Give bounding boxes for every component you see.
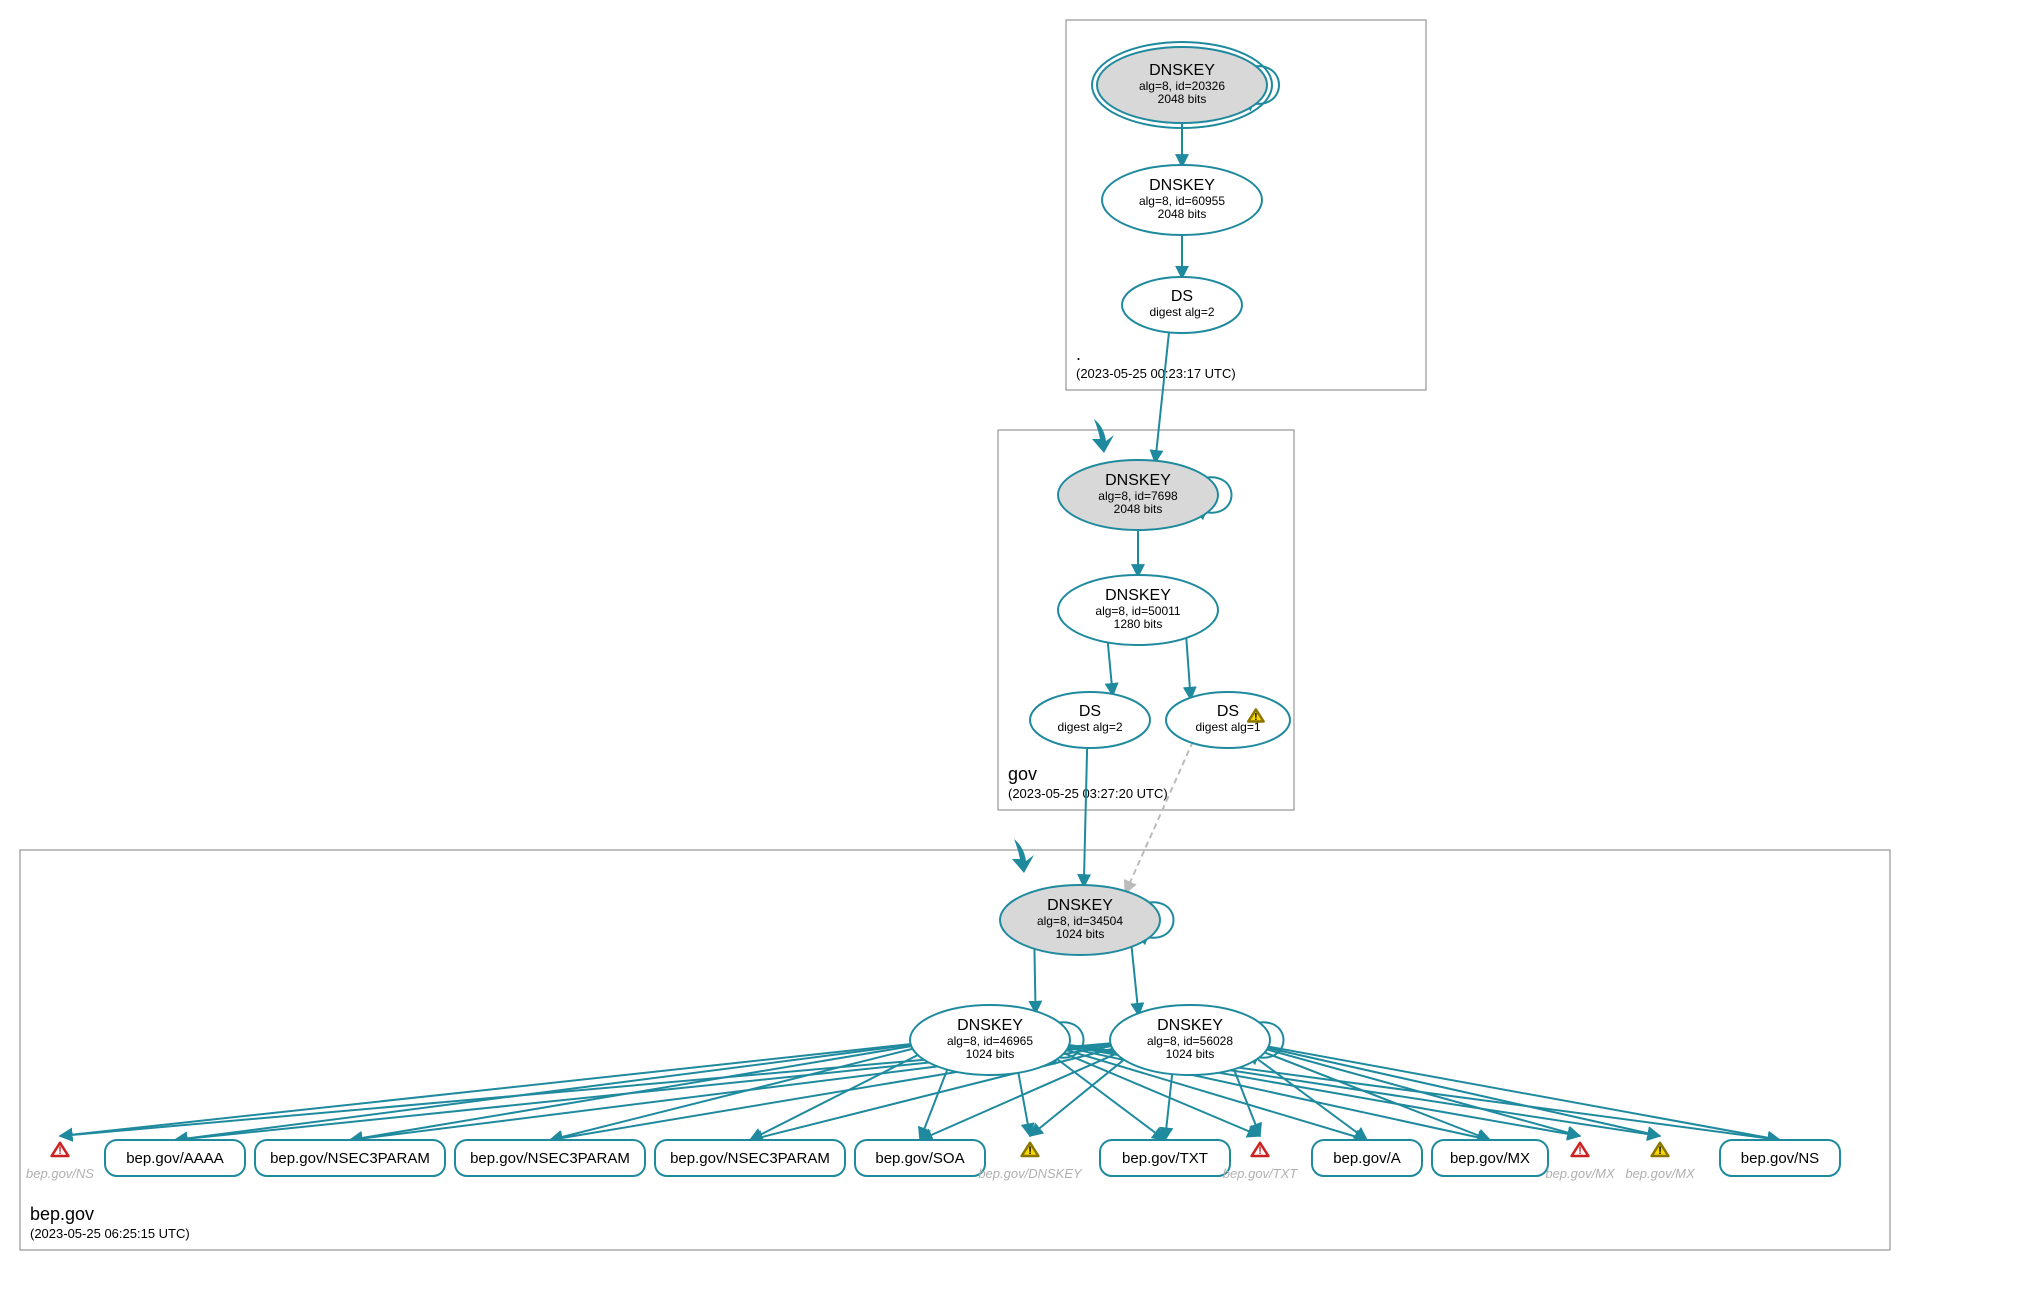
edge-gov_ds2-bep_ksk — [1125, 741, 1193, 893]
node-bep_zsk1[interactable]: DNSKEYalg=8, id=469651024 bits — [910, 1005, 1070, 1075]
node-title: DS — [1171, 288, 1193, 305]
node-bep_zsk2[interactable]: DNSKEYalg=8, id=560281024 bits — [1110, 1005, 1270, 1075]
node-sub1: alg=8, id=7698 — [1098, 489, 1178, 503]
edge-gov_ds1-bep_ksk — [1084, 747, 1087, 887]
node-sub2: 1024 bits — [1056, 927, 1105, 941]
rrset-label: bep.gov/NS — [1741, 1150, 1819, 1167]
zone-label-root: . — [1076, 344, 1081, 364]
warn-w_dnskey[interactable]: ! bep.gov/DNSKEY — [978, 1143, 1083, 1181]
warn-w_txt[interactable]: ! bep.gov/TXT — [1223, 1143, 1298, 1181]
svg-text:!: ! — [1258, 1145, 1262, 1157]
rrset-label: bep.gov/NSEC3PARAM — [470, 1150, 630, 1167]
delegation-arrow-icon — [1012, 839, 1034, 873]
node-title: DNSKEY — [1105, 587, 1171, 604]
node-title: DNSKEY — [1105, 472, 1171, 489]
svg-text:!: ! — [1254, 712, 1257, 723]
node-bep_ksk[interactable]: DNSKEYalg=8, id=345041024 bits — [1000, 885, 1160, 955]
fan-edge — [1030, 1056, 1128, 1136]
fan-edge — [1258, 1050, 1490, 1140]
fan-edge — [1018, 1069, 1030, 1136]
rrset-label: bep.gov/TXT — [1122, 1150, 1208, 1167]
rrset-label: bep.gov/NSEC3PARAM — [270, 1150, 430, 1167]
zone-label-gov: gov — [1008, 764, 1037, 784]
rrset-nsec3[interactable]: bep.gov/NSEC3PARAM — [655, 1140, 845, 1176]
rrset-label: bep.gov/SOA — [875, 1150, 964, 1167]
rrset-label: bep.gov/AAAA — [126, 1150, 224, 1167]
warn-label: bep.gov/DNSKEY — [978, 1166, 1083, 1181]
rrset-ns[interactable]: bep.gov/NS — [1720, 1140, 1840, 1176]
rrset-label: bep.gov/NSEC3PARAM — [670, 1150, 830, 1167]
warn-label: bep.gov/TXT — [1223, 1166, 1298, 1181]
node-title: DNSKEY — [957, 1017, 1023, 1034]
zone-timestamp-bep: (2023-05-25 06:25:15 UTC) — [30, 1226, 190, 1241]
rrset-label: bep.gov/MX — [1450, 1150, 1530, 1167]
rrset-label: bep.gov/A — [1333, 1150, 1401, 1167]
node-sub2: 1280 bits — [1114, 617, 1163, 631]
zone-timestamp-gov: (2023-05-25 03:27:20 UTC) — [1008, 786, 1168, 801]
node-title: DNSKEY — [1149, 177, 1215, 194]
node-sub1: digest alg=2 — [1057, 720, 1122, 734]
fan-edge — [550, 1047, 920, 1140]
node-root_ds[interactable]: DSdigest alg=2 — [1122, 277, 1242, 333]
node-gov_ds1[interactable]: DSdigest alg=2 — [1030, 692, 1150, 748]
node-title: DS — [1217, 703, 1239, 720]
node-title: DNSKEY — [1149, 62, 1215, 79]
node-sub2: 1024 bits — [1166, 1047, 1215, 1061]
rrset-a[interactable]: bep.gov/A — [1312, 1140, 1422, 1176]
warn-w_ns[interactable]: ! bep.gov/NS — [26, 1143, 94, 1181]
warn-w_mx1[interactable]: ! bep.gov/MX — [1545, 1143, 1616, 1181]
edge-bep_ksk-bep_zsk2 — [1131, 945, 1138, 1016]
zone-timestamp-root: (2023-05-25 00:23:17 UTC) — [1076, 366, 1236, 381]
rrset-soa[interactable]: bep.gov/SOA — [855, 1140, 985, 1176]
warn-label: bep.gov/MX — [1545, 1166, 1616, 1181]
edge-bep_ksk-bep_zsk1 — [1034, 947, 1035, 1014]
node-sub2: 2048 bits — [1158, 92, 1207, 106]
node-sub2: 1024 bits — [966, 1047, 1015, 1061]
svg-text:!: ! — [1658, 1145, 1662, 1157]
delegation-arrow-icon — [1092, 419, 1114, 453]
node-gov_ds2[interactable]: DSdigest alg=1! — [1166, 692, 1290, 748]
node-title: DNSKEY — [1157, 1017, 1223, 1034]
node-sub2: 2048 bits — [1158, 207, 1207, 221]
edge-root_ds-gov_ksk — [1155, 331, 1169, 463]
rrset-mx[interactable]: bep.gov/MX — [1432, 1140, 1548, 1176]
node-sub1: alg=8, id=34504 — [1037, 914, 1123, 928]
zone-label-bep: bep.gov — [30, 1204, 94, 1224]
node-sub1: alg=8, id=46965 — [947, 1034, 1033, 1048]
node-sub1: alg=8, id=50011 — [1095, 604, 1181, 618]
svg-text:!: ! — [1578, 1145, 1582, 1157]
edge-gov_zsk-gov_ds2 — [1186, 636, 1191, 700]
warn-label: bep.gov/NS — [26, 1166, 94, 1181]
fan-edge — [1253, 1055, 1367, 1140]
rrset-nsec2[interactable]: bep.gov/NSEC3PARAM — [455, 1140, 645, 1176]
node-root_zsk[interactable]: DNSKEYalg=8, id=609552048 bits — [1102, 165, 1262, 235]
edge-gov_zsk-gov_ds1 — [1108, 640, 1113, 695]
node-gov_ksk[interactable]: DNSKEYalg=8, id=76982048 bits — [1058, 460, 1218, 530]
node-gov_zsk[interactable]: DNSKEYalg=8, id=500111280 bits — [1058, 575, 1218, 645]
svg-text:!: ! — [1028, 1145, 1032, 1157]
node-sub1: alg=8, id=60955 — [1139, 194, 1225, 208]
node-title: DNSKEY — [1047, 897, 1113, 914]
node-sub1: alg=8, id=20326 — [1139, 79, 1225, 93]
rrset-nsec1[interactable]: bep.gov/NSEC3PARAM — [255, 1140, 445, 1176]
warn-label: bep.gov/MX — [1625, 1166, 1696, 1181]
node-root_ksk[interactable]: DNSKEYalg=8, id=203262048 bits — [1092, 42, 1272, 128]
node-sub2: 2048 bits — [1114, 502, 1163, 516]
rrset-txt[interactable]: bep.gov/TXT — [1100, 1140, 1230, 1176]
svg-text:!: ! — [58, 1145, 62, 1157]
node-sub1: alg=8, id=56028 — [1147, 1034, 1233, 1048]
warn-w_mx2[interactable]: ! bep.gov/MX — [1625, 1143, 1696, 1181]
node-title: DS — [1079, 703, 1101, 720]
rrset-aaaa[interactable]: bep.gov/AAAA — [105, 1140, 245, 1176]
node-sub1: digest alg=2 — [1149, 305, 1214, 319]
